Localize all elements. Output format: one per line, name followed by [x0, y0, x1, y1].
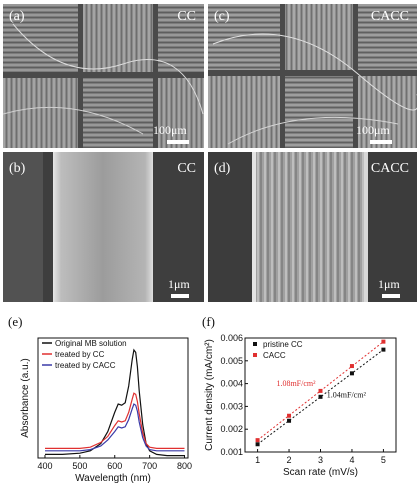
data-point: [349, 371, 354, 376]
data-point: [287, 418, 292, 423]
panel-label: (e): [8, 314, 22, 329]
x-tick-label: 800: [177, 461, 192, 471]
panel-label: (a): [9, 9, 25, 24]
y-axis-label: Absorbance (a.u.): [20, 358, 31, 438]
fit-annotation: 1.04mF/cm²: [327, 390, 367, 399]
x-tick-label: 4: [349, 455, 354, 465]
absorbance-chart-svg: (e) 400 500 600 700 800 Wavelength (nm) Absorba…: [8, 314, 192, 483]
scale-bar: [171, 294, 189, 298]
woven-fibers-pattern: [208, 4, 417, 148]
data-point: [349, 364, 354, 369]
scale-bar-label: 100μm: [153, 123, 187, 137]
y-tick-label: 0.004: [220, 379, 243, 389]
y-tick-label: 0.001: [220, 447, 243, 457]
scale-bar: [167, 140, 189, 144]
data-point: [287, 413, 292, 418]
scale-bar-label: 100μm: [356, 123, 390, 137]
x-tick-label: 5: [381, 455, 386, 465]
y-axis-label: Current density (mA/cm²): [204, 339, 215, 451]
x-tick-label: 2: [287, 455, 292, 465]
sem-image-a: (a) CC 100μm: [3, 4, 204, 148]
series-line: [45, 403, 185, 452]
fit-annotation: 1.08mF/cm²: [276, 379, 316, 388]
sem-image-b: (b) CC 1μm: [3, 152, 204, 302]
scale-bar: [382, 294, 400, 298]
x-tick-label: 600: [107, 461, 122, 471]
panel-label: (c): [214, 9, 230, 24]
data-point: [255, 442, 260, 447]
data-point: [255, 438, 260, 443]
data-point: [318, 388, 323, 393]
scale-bar-label: 1μm: [378, 277, 400, 291]
series-line: [45, 392, 185, 449]
x-axis-label: Wavelength (nm): [75, 473, 151, 483]
y-tick-label: 0.006: [220, 333, 243, 343]
current-density-chart-svg: (f) 1 2 3 4 5 0.001 0.002 0.003 0.004 0.005 0.006 Sc…: [202, 314, 397, 478]
sample-tag: CC: [177, 9, 196, 24]
scale-bar-label: 1μm: [168, 277, 190, 291]
x-tick-label: 700: [142, 461, 157, 471]
single-fiber-image: [3, 152, 204, 302]
sample-tag: CACC: [370, 161, 409, 176]
panel-label: (b): [9, 161, 26, 176]
legend-label: CACC: [263, 351, 286, 360]
legend-label: pristine CC: [263, 340, 303, 349]
fit-line: [257, 341, 384, 441]
legend-marker: [253, 353, 257, 357]
scale-bar: [370, 140, 392, 144]
single-fiber-image: [208, 152, 417, 302]
legend-label: treated by CACC: [55, 361, 116, 370]
panel-label: (d): [214, 161, 231, 176]
x-tick-label: 400: [37, 461, 52, 471]
absorbance-chart: (e) 400 500 600 700 800 Wavelength (nm) Absorba…: [0, 310, 205, 483]
legend-marker: [253, 342, 257, 346]
data-point: [318, 394, 323, 399]
x-axis-label: Scan rate (mV/s): [283, 467, 358, 478]
x-tick-label: 1: [255, 455, 260, 465]
sample-tag: CC: [177, 161, 196, 176]
legend-label: treated by CC: [55, 350, 105, 359]
sem-image-c: (c) CACC 100μm: [208, 4, 417, 148]
x-tick-label: 500: [72, 461, 87, 471]
legend-label: Original MB solution: [55, 339, 127, 348]
woven-fibers-pattern: [3, 4, 204, 148]
y-tick-label: 0.002: [220, 424, 243, 434]
x-tick-label: 3: [318, 455, 323, 465]
y-tick-label: 0.003: [220, 401, 243, 411]
data-point: [381, 339, 386, 344]
data-point: [381, 347, 386, 352]
current-density-chart: (f) 1 2 3 4 5 0.001 0.002 0.003 0.004 0.005 0.006 Sc…: [200, 310, 420, 483]
plot-frame: [37, 337, 189, 459]
sem-image-d: (d) CACC 1μm: [208, 152, 417, 302]
panel-label: (f): [202, 314, 215, 329]
y-tick-label: 0.005: [220, 356, 243, 366]
sample-tag: CACC: [370, 9, 409, 24]
